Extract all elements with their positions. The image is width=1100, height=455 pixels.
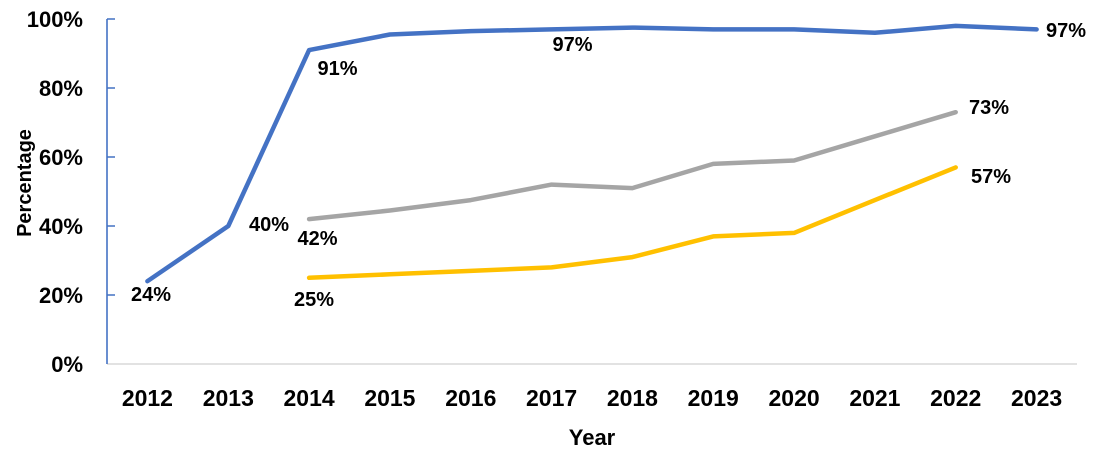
svg-text:2019: 2019 — [688, 385, 739, 411]
svg-text:0%: 0% — [51, 352, 83, 377]
svg-text:91%: 91% — [317, 58, 357, 80]
svg-text:2016: 2016 — [445, 385, 496, 411]
svg-text:57%: 57% — [971, 166, 1011, 188]
svg-text:2018: 2018 — [607, 385, 658, 411]
svg-text:2014: 2014 — [284, 385, 335, 411]
svg-text:2012: 2012 — [122, 385, 173, 411]
svg-text:2013: 2013 — [203, 385, 254, 411]
svg-text:20%: 20% — [39, 283, 83, 308]
svg-text:24%: 24% — [131, 284, 171, 306]
svg-text:60%: 60% — [39, 145, 83, 170]
svg-text:73%: 73% — [969, 97, 1009, 119]
svg-text:100%: 100% — [27, 7, 83, 32]
svg-text:2017: 2017 — [526, 385, 577, 411]
svg-text:42%: 42% — [297, 228, 337, 250]
svg-text:40%: 40% — [39, 214, 83, 239]
svg-text:97%: 97% — [1046, 20, 1086, 42]
svg-text:97%: 97% — [552, 34, 592, 56]
svg-text:80%: 80% — [39, 76, 83, 101]
svg-text:2015: 2015 — [364, 385, 415, 411]
svg-text:2021: 2021 — [849, 385, 900, 411]
svg-text:2020: 2020 — [769, 385, 820, 411]
svg-text:2023: 2023 — [1011, 385, 1062, 411]
svg-text:25%: 25% — [294, 289, 334, 311]
svg-text:2022: 2022 — [930, 385, 981, 411]
svg-text:Year: Year — [569, 425, 616, 450]
svg-text:Percentage: Percentage — [14, 129, 36, 237]
svg-text:40%: 40% — [249, 214, 289, 236]
